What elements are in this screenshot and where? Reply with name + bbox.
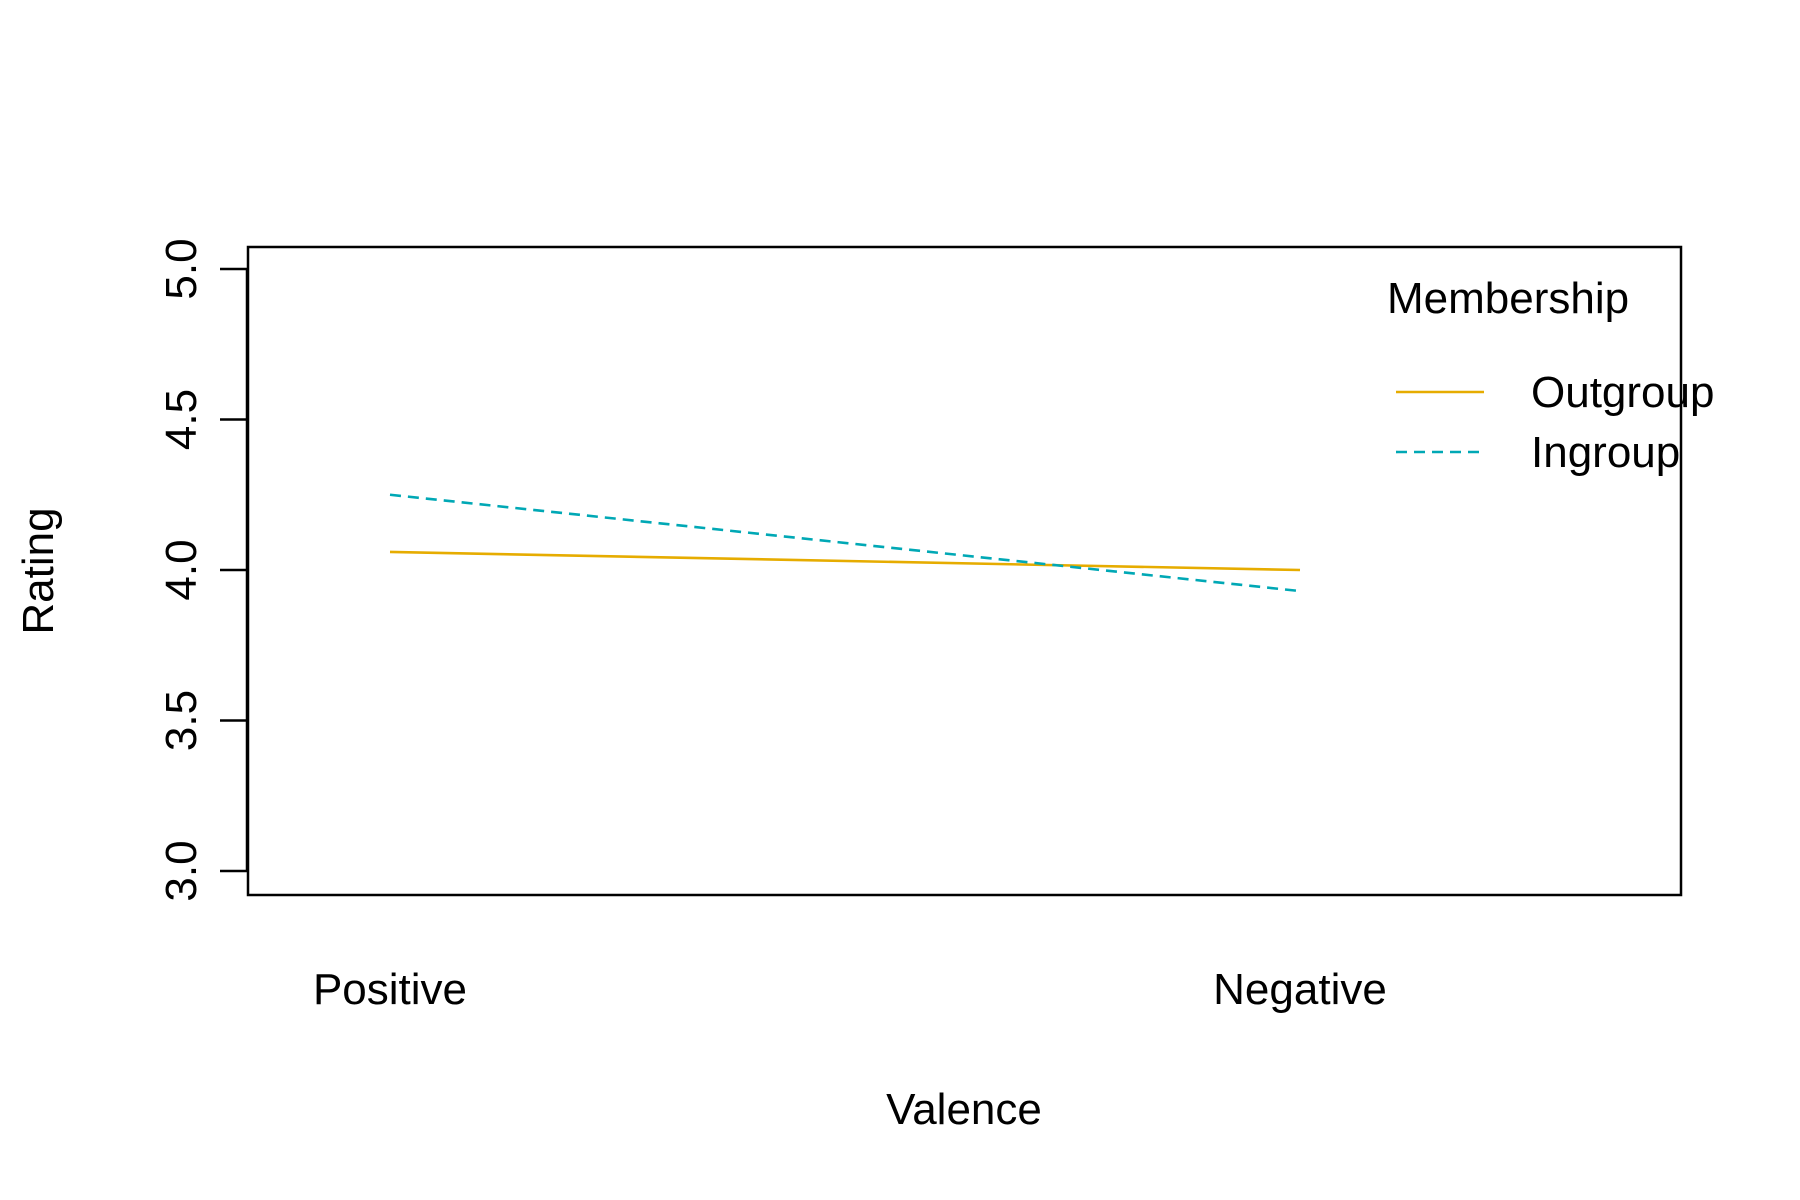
x-tick-label: Positive [313, 965, 467, 1014]
legend-title: Membership [1387, 274, 1629, 323]
y-tick-label: 3.5 [157, 690, 206, 751]
x-axis-label: Valence [886, 1085, 1042, 1134]
y-axis: 3.0 3.5 4.0 4.5 5.0 [157, 238, 249, 902]
y-tick-label: 4.0 [157, 539, 206, 600]
series-line-outgroup [389, 550, 1301, 572]
x-tick-label: Negative [1213, 965, 1387, 1014]
legend-label-ingroup: Ingroup [1531, 428, 1680, 477]
y-tick-label: 5.0 [157, 238, 206, 299]
y-tick-label: 3.0 [157, 840, 206, 901]
x-axis: Positive Negative [313, 965, 1387, 1014]
legend-items: Outgroup Ingroup [1396, 368, 1714, 477]
legend-label-outgroup: Outgroup [1531, 368, 1714, 417]
series-layer [389, 493, 1301, 593]
y-axis-label: Rating [14, 507, 63, 634]
series-line-ingroup [389, 493, 1301, 593]
y-tick-label: 4.5 [157, 389, 206, 450]
plot-frame [246, 245, 1683, 897]
legend: Membership Outgroup Ingroup [1387, 274, 1714, 477]
